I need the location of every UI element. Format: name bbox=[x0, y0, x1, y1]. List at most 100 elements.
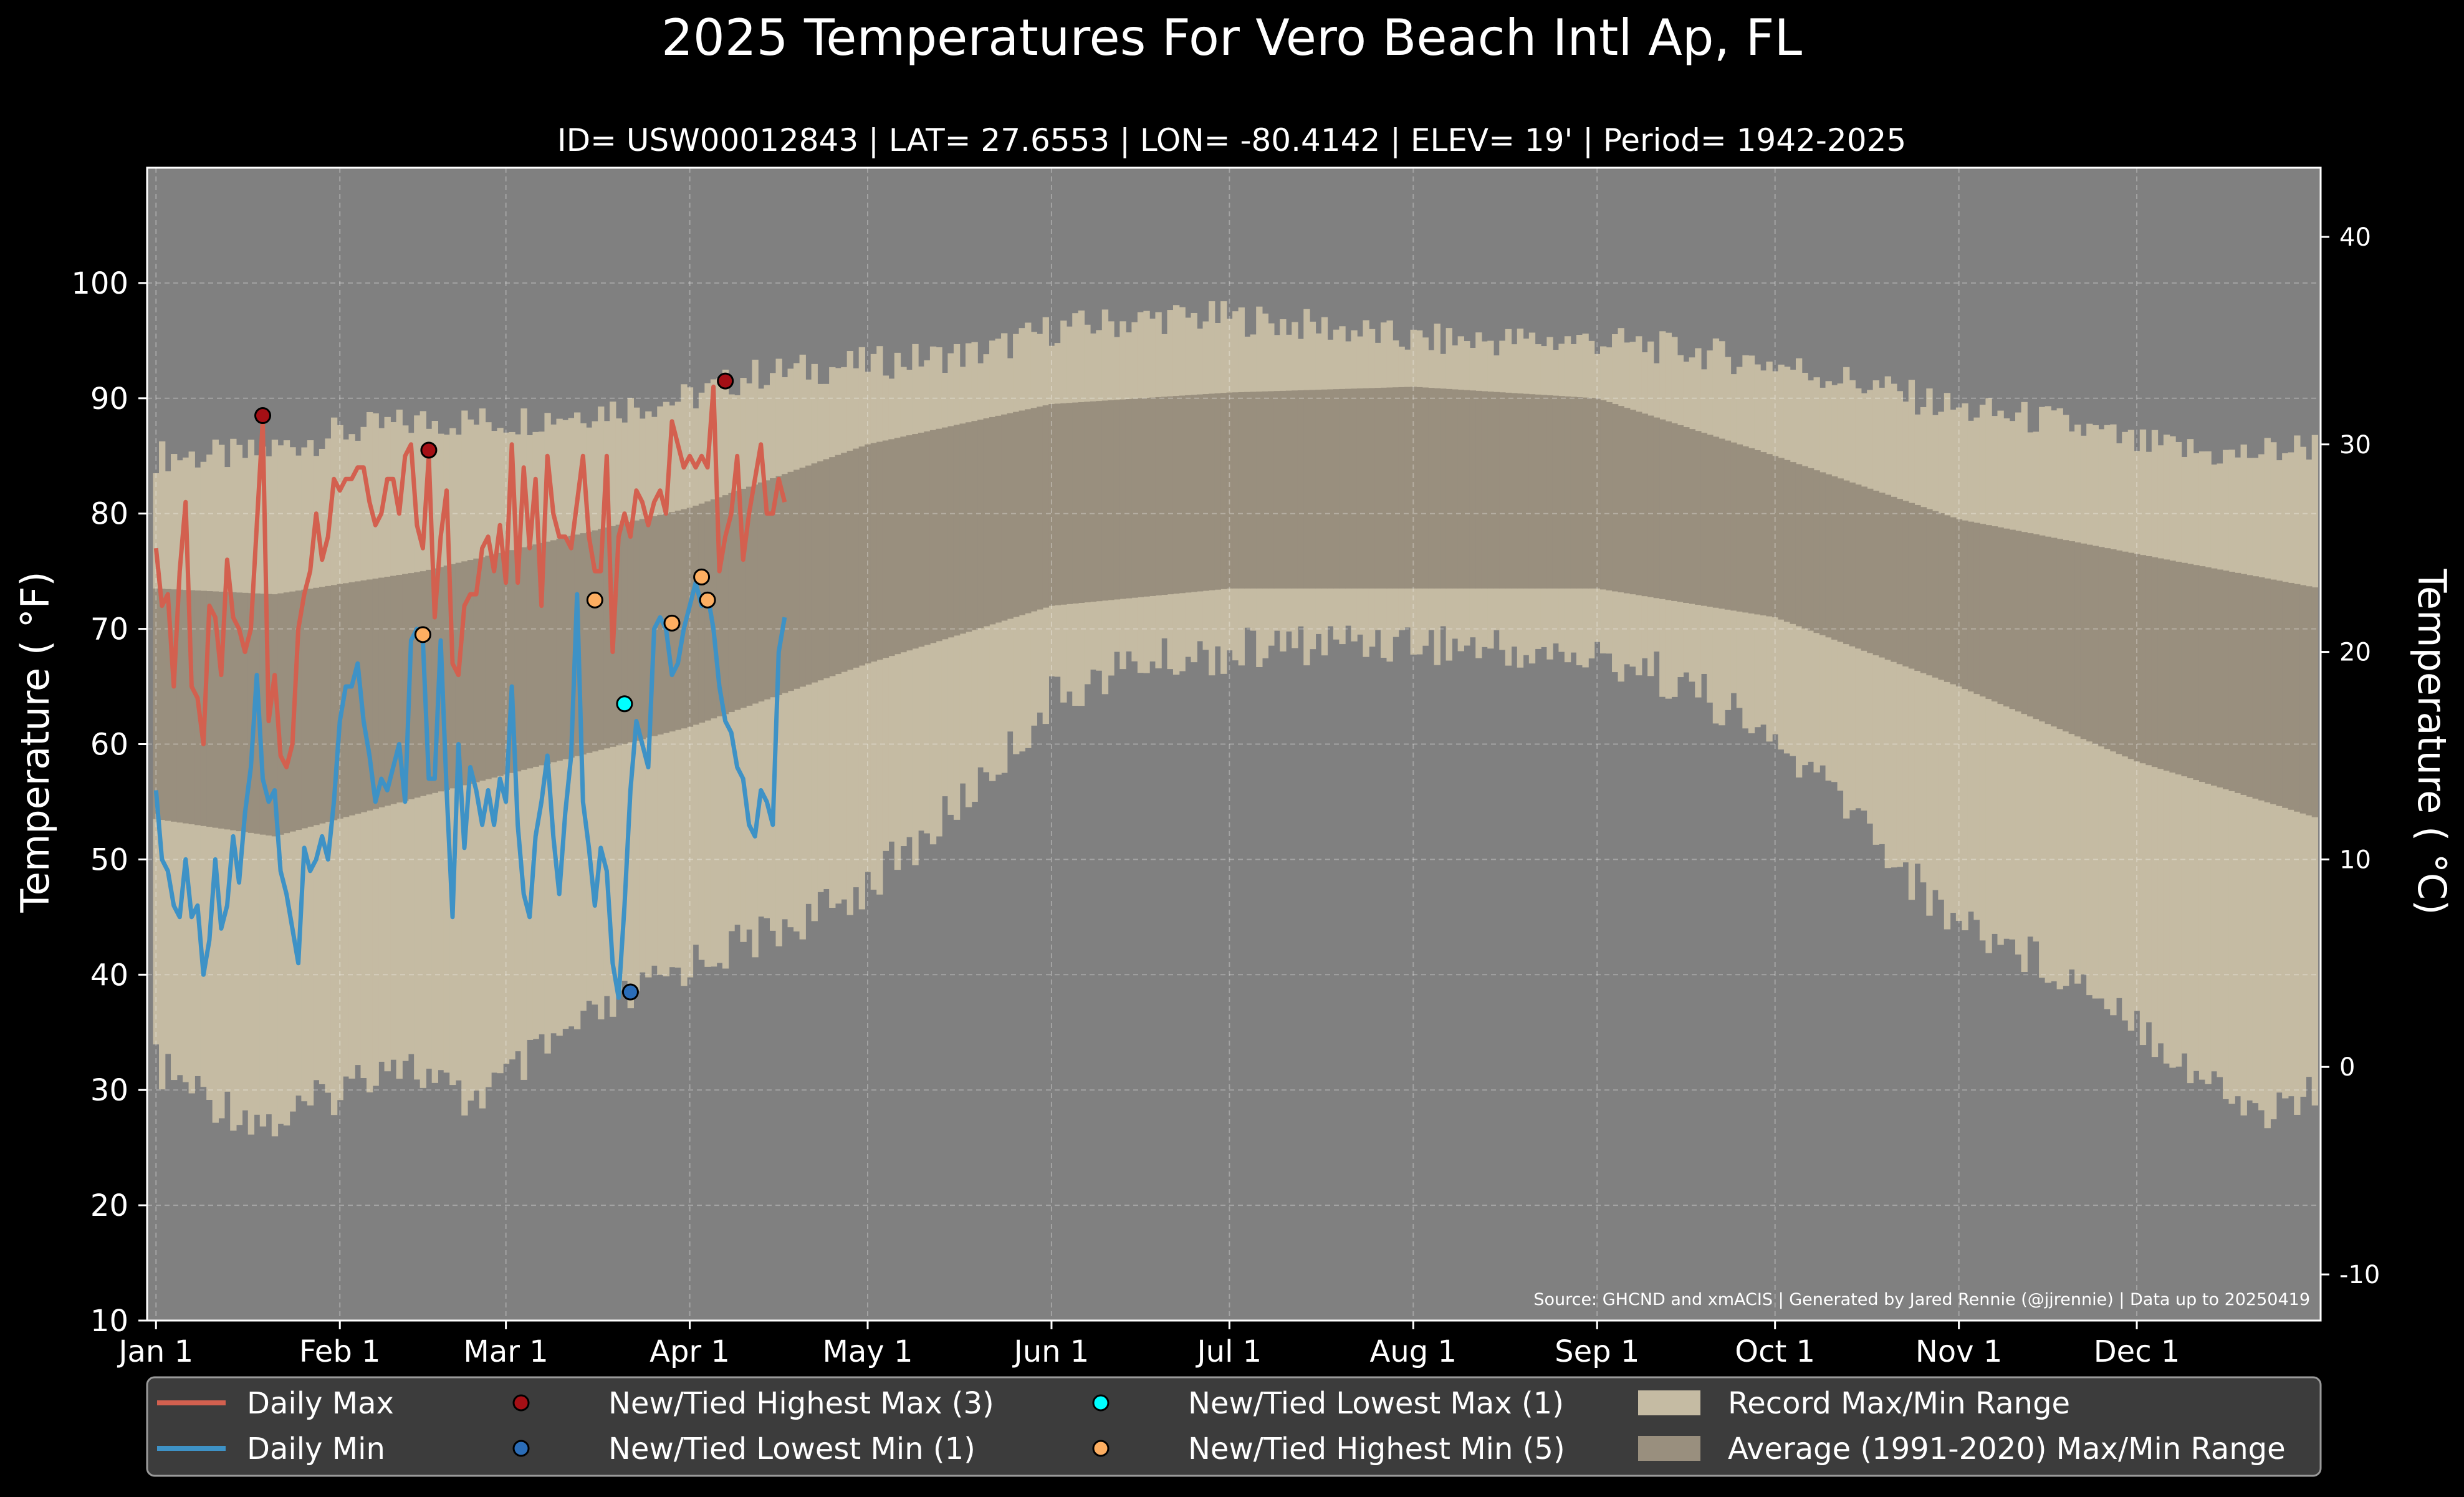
normal-range-bar bbox=[1464, 390, 1470, 589]
normal-range-bar bbox=[1695, 431, 1702, 605]
daily-min-line bbox=[153, 580, 787, 1000]
normal-range-bar bbox=[1505, 392, 1512, 589]
normal-range-bar bbox=[1327, 389, 1334, 589]
normal-range-bar bbox=[414, 572, 421, 798]
normal-range-bar bbox=[924, 431, 931, 645]
normal-range-bar bbox=[307, 589, 314, 827]
normal-range-bar bbox=[586, 531, 593, 753]
normal-range-bar bbox=[1612, 404, 1619, 592]
y-tick-label: 30 bbox=[90, 1073, 128, 1108]
normal-range-bar bbox=[360, 580, 367, 812]
normal-range-bar bbox=[2270, 579, 2277, 804]
normal-range-bar bbox=[2145, 556, 2152, 766]
legend-swatch-marker bbox=[1092, 1394, 1110, 1412]
normal-range-bar bbox=[740, 488, 747, 708]
normal-range-bar bbox=[1576, 397, 1583, 589]
normal-range-bar bbox=[1315, 390, 1322, 589]
normal-range-bar bbox=[2015, 531, 2022, 712]
x-tick-label: Sep 1 bbox=[1555, 1334, 1639, 1369]
normal-range-bar bbox=[509, 550, 515, 773]
normal-range-bar bbox=[1790, 462, 1796, 624]
normal-range-bar bbox=[485, 556, 492, 779]
normal-range-bar bbox=[2045, 536, 2051, 724]
normal-range-bar bbox=[1084, 402, 1091, 603]
normal-range-bar bbox=[2074, 542, 2081, 737]
y-tick-label: 50 bbox=[90, 842, 128, 877]
normal-range-bar bbox=[805, 465, 812, 685]
record-marker bbox=[621, 983, 639, 1001]
normal-range-bar bbox=[1214, 393, 1221, 590]
normal-range-bar bbox=[1967, 521, 1975, 692]
normal-range-bar bbox=[1861, 486, 1867, 651]
normal-range-bar bbox=[568, 536, 575, 758]
normal-range-bar bbox=[165, 589, 171, 821]
normal-range-bar bbox=[2063, 540, 2069, 732]
daily-max-line bbox=[153, 384, 787, 769]
normal-range-bar bbox=[858, 446, 866, 666]
x-tick-label: Feb 1 bbox=[299, 1334, 381, 1369]
normal-range-bar bbox=[2311, 587, 2319, 817]
normal-range-bar bbox=[906, 435, 913, 651]
legend-label: New/Tied Lowest Min (1) bbox=[608, 1432, 976, 1466]
normal-range-bar bbox=[520, 547, 527, 770]
record-marker bbox=[414, 626, 431, 643]
normal-range-bar bbox=[1440, 388, 1447, 589]
normal-range-bar bbox=[1997, 527, 2004, 705]
x-tick-label: Jul 1 bbox=[1196, 1334, 1262, 1369]
normal-range-bar bbox=[1748, 448, 1755, 614]
normal-range-bar bbox=[1677, 425, 1684, 602]
normal-range-bar bbox=[1771, 456, 1779, 618]
legend-swatch-patch bbox=[1638, 1436, 1700, 1461]
normal-range-bar bbox=[2246, 575, 2253, 797]
normal-range-bar bbox=[983, 418, 990, 627]
normal-range-bar bbox=[1867, 488, 1874, 653]
legend-label: New/Tied Highest Max (3) bbox=[608, 1386, 994, 1421]
normal-range-bar bbox=[2175, 561, 2182, 775]
normal-range-bar bbox=[681, 509, 688, 729]
y-right-tick-label: -10 bbox=[2339, 1261, 2380, 1289]
normal-range-bar bbox=[396, 575, 403, 803]
normal-range-bar bbox=[2151, 557, 2159, 768]
normal-range-bar bbox=[1356, 388, 1364, 589]
normal-range-bar bbox=[775, 476, 782, 695]
normal-range-bar bbox=[639, 519, 646, 739]
normal-range-bar bbox=[2223, 570, 2230, 789]
x-axis: Jan 1 Feb 1 Mar 1 Apr 1 May 1 Jun 1 Jul 1 Aug 1… bbox=[117, 1321, 2180, 1369]
normal-range-bar bbox=[367, 579, 373, 811]
normal-range-bar bbox=[865, 444, 871, 664]
y-axis-left: 10 20 30 40 50 60 70 80 90 100 bbox=[71, 266, 147, 1339]
normal-range-bar bbox=[1445, 388, 1452, 589]
normal-range-bar bbox=[764, 480, 770, 700]
normal-range-bar bbox=[846, 450, 854, 670]
legend-swatch-marker bbox=[512, 1394, 530, 1412]
x-tick-label: Nov 1 bbox=[1915, 1334, 2002, 1369]
normal-range-bar bbox=[1025, 409, 1032, 614]
normal-range-bar bbox=[271, 594, 279, 837]
normal-range-bar bbox=[1238, 392, 1245, 589]
normal-range-bar bbox=[1125, 399, 1133, 599]
normal-range-bar bbox=[1991, 526, 1998, 702]
normal-range-bar bbox=[1179, 395, 1186, 594]
normal-range-bar bbox=[1493, 392, 1500, 589]
normal-range-bar bbox=[1730, 442, 1737, 611]
normal-range-bar bbox=[1339, 388, 1346, 589]
normal-range-bar bbox=[1629, 410, 1636, 595]
normal-range-bar bbox=[1119, 399, 1126, 599]
normal-range-bar bbox=[2187, 564, 2194, 779]
normal-range-bar bbox=[580, 533, 587, 755]
normal-range-bar bbox=[1297, 390, 1305, 589]
normal-range-bar bbox=[1262, 391, 1269, 589]
y-axis-label-left: Temperature ( °F) bbox=[12, 571, 58, 913]
normal-range-bar bbox=[236, 592, 243, 832]
normal-range-bar bbox=[1054, 403, 1062, 605]
normal-range-bar bbox=[247, 593, 255, 833]
normal-range-bar bbox=[2264, 578, 2271, 802]
normal-range-bar bbox=[2068, 541, 2075, 734]
normal-range-bar bbox=[1891, 496, 1897, 662]
record-marker bbox=[717, 372, 734, 390]
normal-range-bar bbox=[1683, 427, 1690, 603]
normal-range-bar bbox=[2134, 554, 2140, 762]
normal-range-bar bbox=[1273, 391, 1281, 589]
x-tick-label: May 1 bbox=[822, 1334, 913, 1369]
normal-range-bar bbox=[1517, 393, 1524, 589]
